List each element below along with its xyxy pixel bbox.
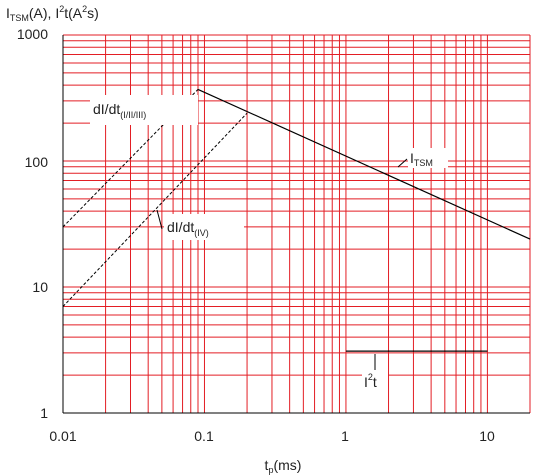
x-tick-label: 1 [341,428,349,444]
series-label-itsm: ITSM [397,148,448,168]
x-axis-label: tp(ms) [265,457,302,475]
label-background [164,214,244,240]
series-label-text: dI/dt(IV) [167,219,209,238]
x-tick-label: 0.1 [194,428,214,444]
y-axis-label: ITSM(A), I2t(A2s) [6,4,99,23]
x-tick-label: 0.01 [49,428,76,444]
series-label-text: dI/dt(I/II/III) [93,101,146,120]
series-label-text: ITSM [410,150,433,168]
label-background [90,95,198,125]
y-tick-label: 1000 [17,26,48,42]
label-background [362,369,388,391]
x-tick-label: 10 [479,428,495,444]
label-leader [397,158,408,168]
series-line-di-dt-iv [62,112,248,307]
series-label-i2t: I2t [362,354,388,391]
y-tick-label: 100 [25,154,49,170]
x-tick-labels: 0.01 0.1 1 10 [49,428,495,444]
series-lines [62,88,531,352]
y-tick-label: 1 [40,405,48,421]
label-background [408,148,448,168]
y-tick-label: 10 [32,279,48,295]
series-label-text: I2t [364,372,377,390]
y-tick-labels: 1000 100 10 1 [17,26,48,421]
series-line-i-tsm [197,88,531,240]
series-label-didt-iv: dI/dt(IV) [156,209,244,240]
series-label-didt-i-ii-iii: dI/dt(I/II/III) [90,95,198,125]
grid [62,34,531,414]
label-leader [156,209,163,230]
